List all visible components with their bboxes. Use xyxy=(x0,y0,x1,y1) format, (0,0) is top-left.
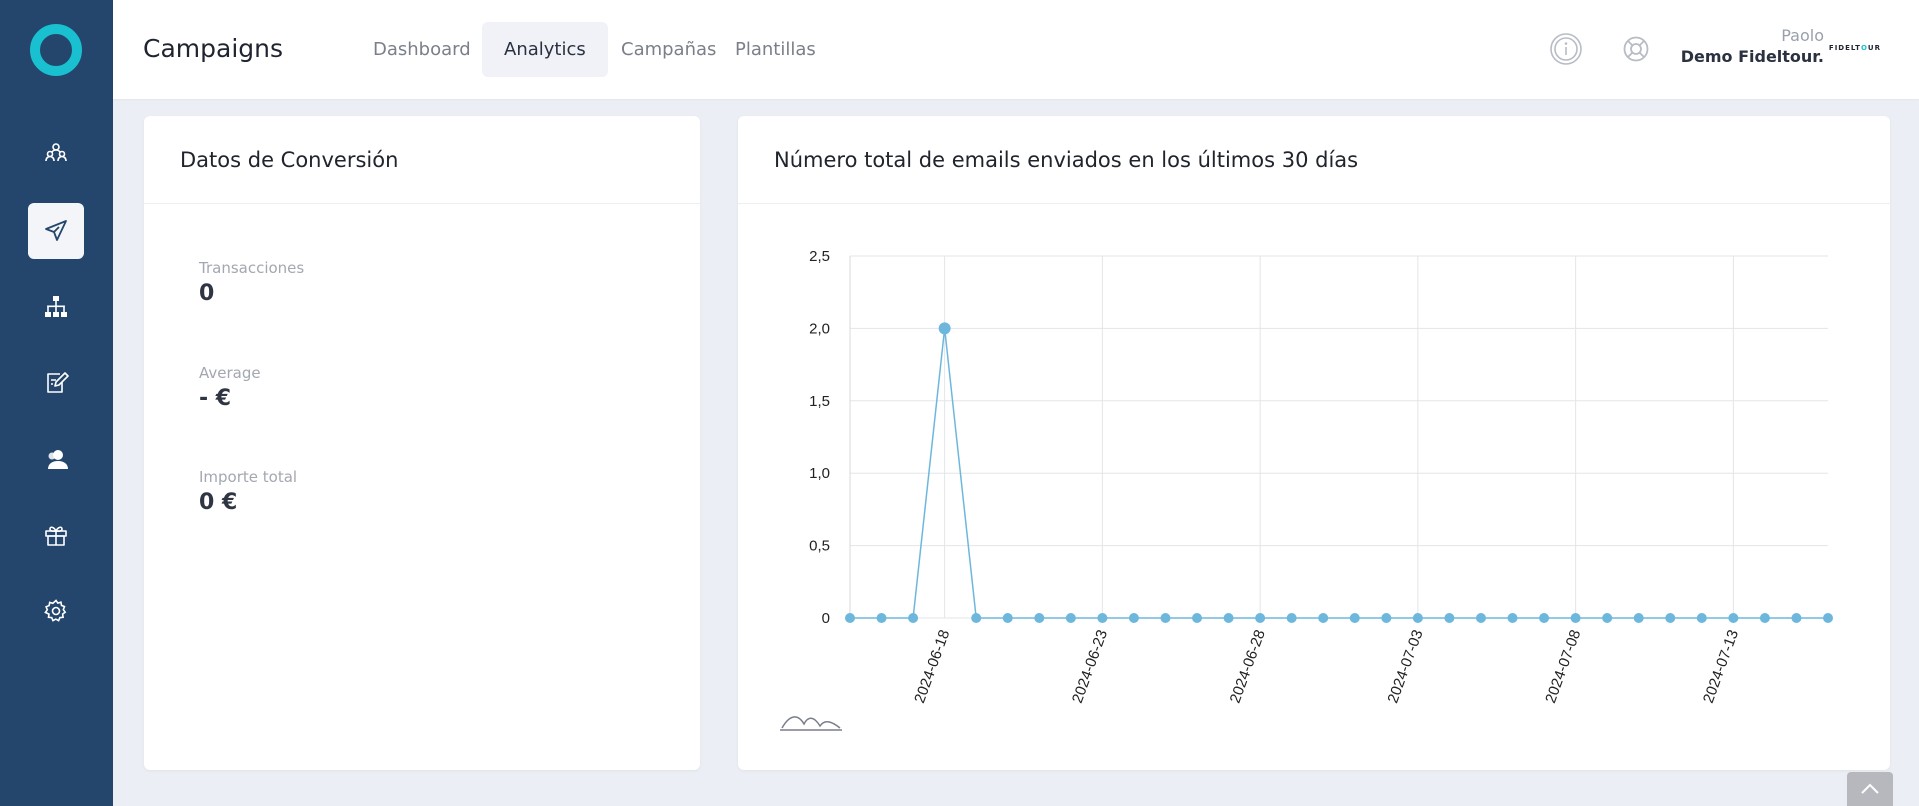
metric-label: Importe total xyxy=(199,468,298,486)
edit-note-icon xyxy=(47,372,69,393)
brand-logo-part: FIDELT xyxy=(1828,44,1861,52)
sidebar-item-automations[interactable] xyxy=(28,279,84,335)
x-tick-label: 2024-07-13 xyxy=(1700,628,1742,706)
sidebar-item-rewards[interactable] xyxy=(28,507,84,563)
data-point[interactable] xyxy=(1160,613,1171,623)
paper-plane-icon xyxy=(45,220,67,241)
y-tick-label: 1,0 xyxy=(809,465,830,482)
user-company: Demo Fideltour. xyxy=(1680,47,1824,66)
sidebar-item-contacts[interactable] xyxy=(28,431,84,487)
help-lifebuoy-icon[interactable] xyxy=(1619,32,1653,66)
gear-icon xyxy=(44,599,67,622)
x-tick-label: 2024-07-08 xyxy=(1542,628,1584,706)
users-group-icon xyxy=(45,143,67,162)
page-title: Campaigns xyxy=(143,34,284,63)
chevron-up-icon xyxy=(1861,783,1879,794)
data-point[interactable] xyxy=(1002,613,1013,623)
data-point[interactable] xyxy=(1286,613,1297,623)
user-info[interactable]: Paolo Demo Fideltour. xyxy=(1681,26,1824,66)
data-point[interactable] xyxy=(845,613,855,623)
data-point[interactable] xyxy=(1665,613,1676,623)
data-point[interactable] xyxy=(971,613,982,623)
data-point[interactable] xyxy=(1759,613,1770,623)
sidebar-item-campaigns[interactable] xyxy=(28,203,84,259)
y-tick-label: 0 xyxy=(822,610,830,627)
data-point[interactable] xyxy=(1475,613,1486,623)
data-point[interactable] xyxy=(1255,613,1266,623)
y-tick-label: 0,5 xyxy=(809,538,830,555)
metric-label: Average xyxy=(199,364,261,382)
y-tick-label: 2,0 xyxy=(809,320,830,337)
data-point[interactable] xyxy=(1128,613,1139,623)
data-point[interactable] xyxy=(1381,613,1392,623)
tab-analytics[interactable]: Analytics xyxy=(482,22,608,77)
metric-value: 0 xyxy=(199,281,215,306)
sidebar-item-audiences[interactable] xyxy=(28,124,84,180)
gift-icon xyxy=(45,526,67,546)
data-point[interactable] xyxy=(1318,613,1329,623)
data-point[interactable] xyxy=(1065,613,1076,623)
sidebar-item-settings[interactable] xyxy=(28,583,84,639)
data-point[interactable] xyxy=(1192,613,1203,623)
top-bar: Campaigns Dashboard Analytics Campañas P… xyxy=(113,0,1919,99)
data-point[interactable] xyxy=(1728,613,1739,623)
data-point[interactable] xyxy=(908,613,919,623)
user-first-name: Paolo xyxy=(1781,26,1824,45)
tab-plantillas[interactable]: Plantillas xyxy=(735,39,816,60)
data-point[interactable] xyxy=(1223,613,1234,623)
x-tick-label: 2024-07-03 xyxy=(1384,628,1426,706)
sitemap-icon xyxy=(45,296,67,317)
chart-watermark-icon xyxy=(780,716,842,731)
tab-campanas[interactable]: Campañas xyxy=(621,39,717,60)
data-point[interactable] xyxy=(1633,613,1644,623)
data-point[interactable] xyxy=(1823,613,1833,623)
x-tick-label: 2024-06-28 xyxy=(1227,628,1269,706)
metric-importe-total: Importe total 0 € xyxy=(199,468,297,515)
y-tick-label: 2,5 xyxy=(809,248,830,265)
contacts-icon xyxy=(48,450,68,469)
data-point[interactable] xyxy=(938,322,951,335)
data-point[interactable] xyxy=(1034,613,1045,623)
brand-logo-o: O xyxy=(1860,44,1868,52)
data-point[interactable] xyxy=(1791,613,1802,623)
y-tick-label: 1,5 xyxy=(809,393,830,410)
sidebar-item-templates[interactable] xyxy=(28,355,84,411)
metric-average: Average - € xyxy=(199,364,261,411)
tab-dashboard[interactable]: Dashboard xyxy=(373,39,471,60)
data-point[interactable] xyxy=(876,613,887,623)
sidebar xyxy=(0,0,113,806)
metric-label: Transacciones xyxy=(199,259,305,277)
brand-logo-part: UR xyxy=(1867,44,1881,52)
emails-chart-card: Número total de emails enviados en los ú… xyxy=(738,116,1890,770)
data-point[interactable] xyxy=(1570,613,1581,623)
metric-value: 0 € xyxy=(199,490,238,515)
data-point[interactable] xyxy=(1539,613,1550,623)
series-line xyxy=(850,328,1828,619)
data-point[interactable] xyxy=(1097,613,1108,623)
metric-transacciones: Transacciones 0 xyxy=(199,259,304,306)
emails-line-chart: 0 0,5 1,0 1,5 2,0 2,5 2024-06-18 2024-06-23 2024… xyxy=(780,248,1833,731)
brand-logo: FIDELTOUR xyxy=(1829,44,1881,52)
data-point[interactable] xyxy=(1444,613,1455,623)
x-tick-label: 2024-06-18 xyxy=(911,628,953,706)
data-point[interactable] xyxy=(1412,613,1423,623)
conversion-card-title: Datos de Conversión xyxy=(144,116,700,204)
data-point[interactable] xyxy=(1349,613,1360,623)
data-point[interactable] xyxy=(1602,613,1613,623)
data-point[interactable] xyxy=(1696,613,1707,623)
data-point[interactable] xyxy=(1507,613,1518,623)
emails-card-title: Número total de emails enviados en los ú… xyxy=(738,116,1890,204)
metric-value: - € xyxy=(199,386,232,411)
scroll-to-top-button[interactable] xyxy=(1847,772,1893,806)
conversion-card: Datos de Conversión Transacciones 0 Aver… xyxy=(144,116,700,770)
app-logo[interactable] xyxy=(30,24,82,76)
info-icon[interactable] xyxy=(1549,32,1583,66)
x-tick-label: 2024-06-23 xyxy=(1069,628,1111,706)
